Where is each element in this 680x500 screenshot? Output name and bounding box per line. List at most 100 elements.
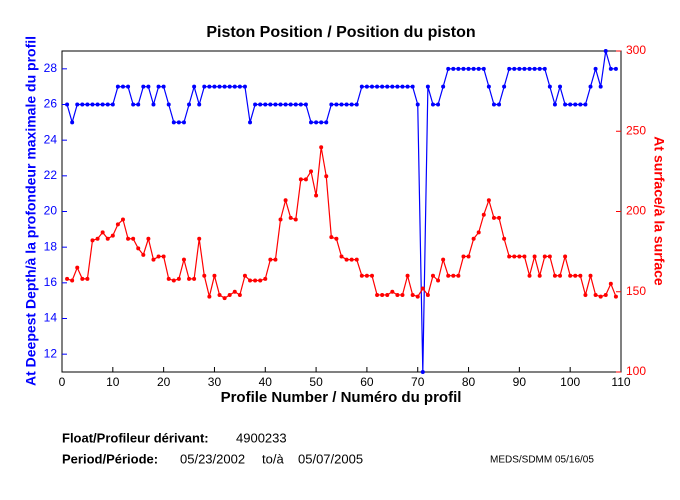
point [588,273,593,278]
point [517,66,522,71]
point [273,102,278,107]
point [156,254,161,259]
point [95,102,100,107]
point [522,254,527,259]
y-tick-label: 20 [44,204,58,218]
point [70,278,75,283]
point [603,292,608,297]
point [578,273,583,278]
point [476,230,481,235]
point [598,294,603,299]
point [349,102,354,107]
point [573,102,578,107]
y2-tick-label: 300 [626,43,646,57]
point [497,215,502,220]
point [258,278,263,283]
point [324,174,329,179]
y-tick-label: 28 [44,61,58,75]
point [558,84,563,89]
point [491,215,496,220]
point [141,252,146,257]
point [334,236,339,241]
point [136,102,141,107]
point [507,254,512,259]
point [583,292,588,297]
point [532,66,537,71]
point [207,84,212,89]
point [273,257,278,262]
point [136,246,141,251]
point [466,66,471,71]
point [502,84,507,89]
point [410,84,415,89]
point [293,217,298,222]
point [207,294,212,299]
point [314,120,319,125]
point [202,84,207,89]
point [395,292,400,297]
point [497,102,502,107]
point [563,254,568,259]
point [309,169,314,174]
point [415,102,420,107]
point [197,236,202,241]
point [532,254,537,259]
point [212,84,217,89]
point [364,84,369,89]
point [588,84,593,89]
point [85,102,90,107]
footer-start: 05/23/2002 [180,451,245,466]
point [314,193,319,198]
footer-end: 05/07/2005 [298,451,363,466]
point [405,273,410,278]
point [613,294,618,299]
point [263,102,268,107]
point [385,84,390,89]
point [451,273,456,278]
point [349,257,354,262]
point [166,102,171,107]
point [430,102,435,107]
x-tick-label: 80 [462,375,476,389]
point [613,66,618,71]
point [90,102,95,107]
point [80,276,85,281]
footer-credit: MEDS/SDMM 05/16/05 [490,455,594,466]
point [268,102,273,107]
point [187,276,192,281]
point [80,102,85,107]
point [146,236,151,241]
point [486,84,491,89]
point [400,84,405,89]
y-axis-label: At Deepest Depth/à la profondeur maximal… [23,36,39,386]
point [608,66,613,71]
point [324,120,329,125]
x-axis-label: Profile Number / Numéro du profil [221,389,462,406]
point [298,102,303,107]
point [171,120,176,125]
point [603,49,608,53]
point [237,84,242,89]
point [278,217,283,222]
point [481,66,486,71]
point [542,66,547,71]
point [456,273,461,278]
point [380,84,385,89]
point [542,254,547,259]
point [385,292,390,297]
point [131,236,136,241]
point [161,254,166,259]
point [405,84,410,89]
x-tick-label: 30 [208,375,222,389]
point [425,292,430,297]
point [461,254,466,259]
x-tick-label: 100 [560,375,580,389]
point [298,177,303,182]
point [95,236,100,241]
y-tick-label: 26 [44,97,58,111]
point [420,370,425,374]
point [120,84,125,89]
point [491,102,496,107]
point [608,281,613,286]
x-tick-label: 60 [360,375,374,389]
